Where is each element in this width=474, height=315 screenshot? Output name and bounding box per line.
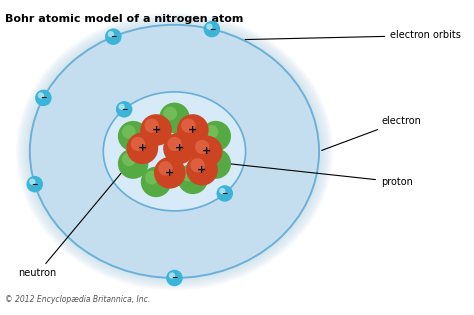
Text: +: + <box>188 125 198 135</box>
Circle shape <box>122 125 136 139</box>
Circle shape <box>167 137 182 151</box>
Circle shape <box>140 114 172 146</box>
Circle shape <box>182 168 195 181</box>
Text: +: + <box>202 146 211 157</box>
Text: −: − <box>110 32 117 41</box>
Text: © 2012 Encyclopædia Britannica, Inc.: © 2012 Encyclopædia Britannica, Inc. <box>5 295 150 304</box>
Text: +: + <box>165 168 174 178</box>
Circle shape <box>164 107 177 120</box>
Circle shape <box>145 171 159 185</box>
Circle shape <box>131 137 145 151</box>
Text: −: − <box>221 189 228 198</box>
Circle shape <box>29 179 36 185</box>
Circle shape <box>178 163 208 194</box>
Circle shape <box>219 188 226 194</box>
Circle shape <box>191 158 205 172</box>
Text: electron orbits: electron orbits <box>245 31 461 40</box>
Circle shape <box>127 133 158 164</box>
Text: electron: electron <box>322 116 421 151</box>
Circle shape <box>122 152 136 166</box>
Text: −: − <box>121 105 128 114</box>
Circle shape <box>169 272 175 279</box>
Circle shape <box>141 167 171 197</box>
Circle shape <box>177 114 209 146</box>
Circle shape <box>166 270 182 286</box>
Circle shape <box>163 133 195 164</box>
Text: +: + <box>137 143 147 153</box>
Circle shape <box>118 121 148 152</box>
Text: −: − <box>40 93 46 102</box>
Circle shape <box>204 21 220 37</box>
Circle shape <box>195 140 210 154</box>
Circle shape <box>201 148 231 179</box>
Circle shape <box>206 24 212 30</box>
Circle shape <box>35 90 52 106</box>
Ellipse shape <box>103 92 246 211</box>
Circle shape <box>118 148 148 179</box>
Circle shape <box>145 118 159 133</box>
Text: +: + <box>197 165 207 175</box>
Text: −: − <box>171 273 178 283</box>
Circle shape <box>205 152 219 166</box>
Text: +: + <box>174 143 183 153</box>
Circle shape <box>181 118 195 133</box>
Text: Bohr atomic model of a nitrogen atom: Bohr atomic model of a nitrogen atom <box>5 14 243 24</box>
Circle shape <box>201 121 231 152</box>
Text: proton: proton <box>202 161 413 187</box>
Circle shape <box>108 31 114 37</box>
Circle shape <box>205 125 219 139</box>
Circle shape <box>116 101 132 117</box>
Circle shape <box>27 176 43 192</box>
Text: −: − <box>209 25 215 34</box>
Circle shape <box>191 135 222 167</box>
Circle shape <box>118 104 125 110</box>
Text: +: + <box>152 125 161 135</box>
Circle shape <box>217 185 233 202</box>
Circle shape <box>38 92 44 99</box>
Ellipse shape <box>30 25 319 278</box>
Circle shape <box>159 103 190 133</box>
Circle shape <box>105 28 122 45</box>
Circle shape <box>154 157 186 189</box>
Text: −: − <box>32 180 38 189</box>
Circle shape <box>158 161 173 175</box>
Text: neutron: neutron <box>18 144 145 278</box>
Circle shape <box>186 154 218 186</box>
